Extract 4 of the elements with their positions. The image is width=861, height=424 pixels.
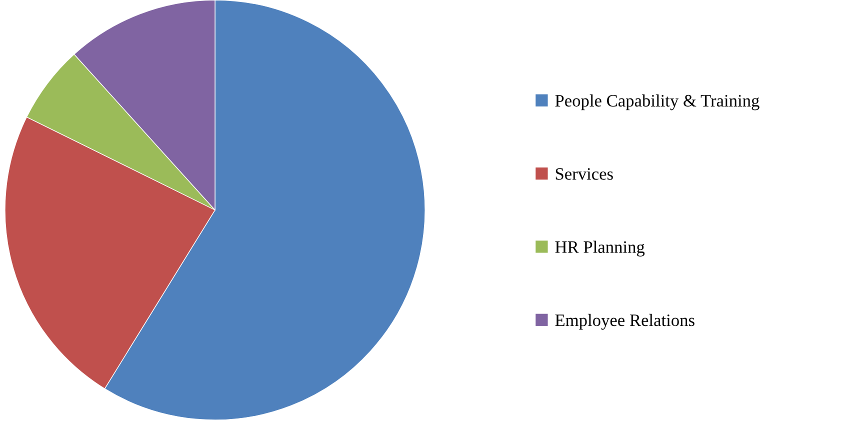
- legend-label: Employee Relations: [555, 314, 694, 330]
- legend-label: People Capability & Training: [555, 94, 760, 110]
- legend-label: HR Planning: [555, 240, 645, 257]
- legend-label: Services: [556, 168, 613, 180]
